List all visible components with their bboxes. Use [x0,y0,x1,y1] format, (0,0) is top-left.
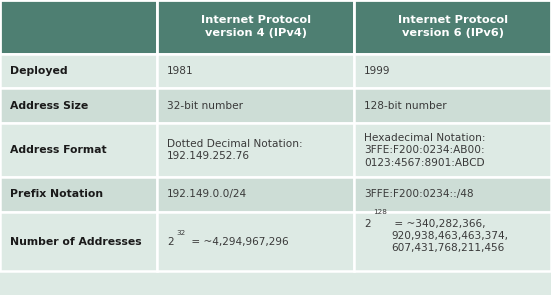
Bar [354,0,551,54]
Text: = ~4,294,967,296: = ~4,294,967,296 [188,237,289,247]
Text: 2: 2 [167,237,174,247]
Bar [0,177,157,212]
Text: 128-bit number: 128-bit number [364,101,447,111]
Bar [0,212,157,271]
Text: 1999: 1999 [364,66,391,76]
Bar [0,0,157,54]
Bar [354,123,551,177]
Bar [157,177,354,212]
Text: 32-bit number: 32-bit number [167,101,243,111]
Text: 3FFE:F200:0234::/48: 3FFE:F200:0234::/48 [364,189,474,199]
Text: 128: 128 [374,209,387,215]
Bar [157,123,354,177]
Bar [0,123,157,177]
Text: Prefix Notation: Prefix Notation [10,189,103,199]
Text: Dotted Decimal Notation:
192.149.252.76: Dotted Decimal Notation: 192.149.252.76 [167,139,302,161]
Text: Deployed: Deployed [10,66,68,76]
Bar [354,54,551,88]
Text: 192.149.0.0/24: 192.149.0.0/24 [167,189,247,199]
Bar [157,0,354,54]
Text: Internet Protocol
version 6 (IPv6): Internet Protocol version 6 (IPv6) [398,15,507,38]
Bar [157,212,354,271]
Bar [354,212,551,271]
Text: Address Format: Address Format [10,145,106,155]
Text: 32: 32 [176,230,186,236]
Bar [354,88,551,123]
Bar [157,88,354,123]
Bar [0,54,157,88]
Bar [157,54,354,88]
Text: 2: 2 [364,219,371,229]
Text: Internet Protocol
version 4 (IPv4): Internet Protocol version 4 (IPv4) [201,15,311,38]
Text: Hexadecimal Notation:
3FFE:F200:0234:AB00:
0123:4567:8901:ABCD: Hexadecimal Notation: 3FFE:F200:0234:AB0… [364,133,486,168]
Text: = ~340,282,366,
920,938,463,463,374,
607,431,768,211,456: = ~340,282,366, 920,938,463,463,374, 607… [391,219,508,253]
Text: 1981: 1981 [167,66,193,76]
Bar [354,177,551,212]
Bar [0,88,157,123]
Text: Address Size: Address Size [10,101,88,111]
Text: Number of Addresses: Number of Addresses [10,237,142,247]
